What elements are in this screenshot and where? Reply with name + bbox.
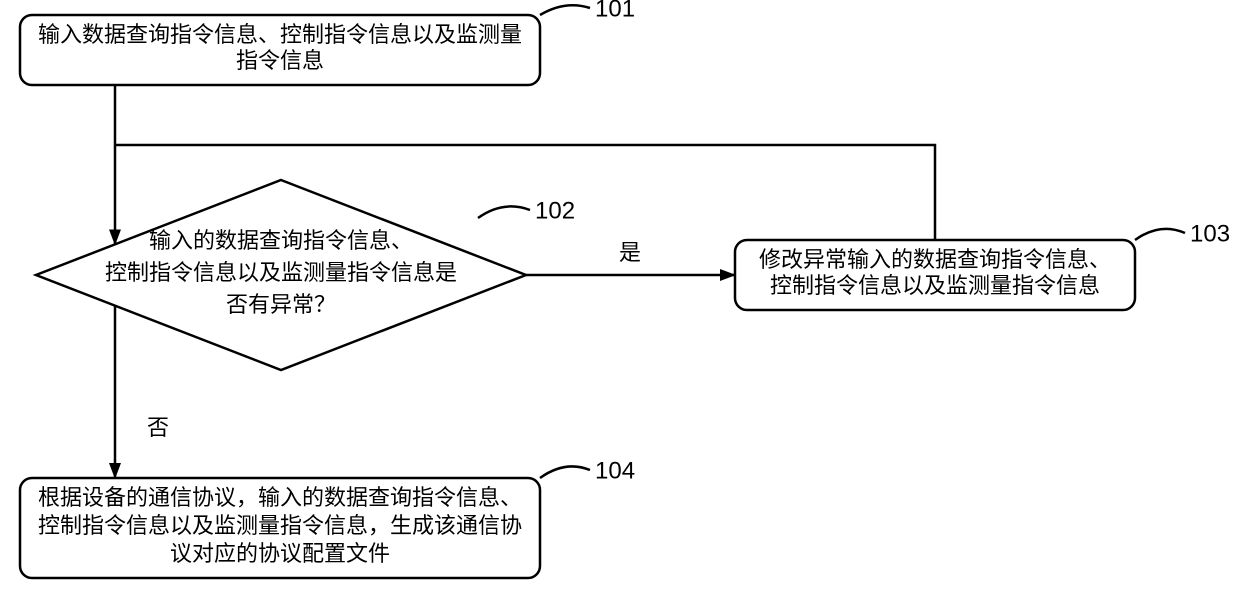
node-103-text-line2: 控制指令信息以及监测量指令信息 xyxy=(770,273,1100,298)
node-103: 修改异常输入的数据查询指令信息、 控制指令信息以及监测量指令信息 103 xyxy=(735,220,1230,310)
flowchart-root: 输入数据查询指令信息、控制指令信息以及监测量 指令信息 101 输入的数据查询指… xyxy=(0,0,1240,597)
node-104-callout-line xyxy=(540,466,590,478)
node-104-text-line1: 根据设备的通信协议，输入的数据查询指令信息、 xyxy=(38,485,522,510)
edge-no-label: 否 xyxy=(147,415,169,440)
node-104-text-line3: 议对应的协议配置文件 xyxy=(170,541,390,566)
node-101: 输入数据查询指令信息、控制指令信息以及监测量 指令信息 101 xyxy=(20,0,635,85)
edge-yes-label: 是 xyxy=(619,240,641,265)
node-102: 输入的数据查询指令信息、 控制指令信息以及监测量指令信息是 否有异常？ 102 xyxy=(36,180,575,370)
node-101-number: 101 xyxy=(595,0,635,22)
node-101-callout-line xyxy=(540,5,590,15)
node-103-text-line1: 修改异常输入的数据查询指令信息、 xyxy=(759,247,1111,272)
node-101-text-line1: 输入数据查询指令信息、控制指令信息以及监测量 xyxy=(38,22,522,47)
node-103-number: 103 xyxy=(1190,220,1230,247)
node-101-text-line2: 指令信息 xyxy=(236,48,324,73)
node-104: 根据设备的通信协议，输入的数据查询指令信息、 控制指令信息以及监测量指令信息，生… xyxy=(20,457,635,578)
node-102-text-line3: 否有异常？ xyxy=(226,292,336,317)
node-104-text-line2: 控制指令信息以及监测量指令信息，生成该通信协 xyxy=(38,513,522,538)
node-102-callout-line xyxy=(478,206,530,218)
node-104-number: 104 xyxy=(595,457,635,484)
node-102-text-line2: 控制指令信息以及监测量指令信息是 xyxy=(105,260,457,285)
node-102-text-line1: 输入的数据查询指令信息、 xyxy=(149,228,413,253)
node-103-callout-line xyxy=(1135,229,1185,240)
node-102-number: 102 xyxy=(535,197,575,224)
